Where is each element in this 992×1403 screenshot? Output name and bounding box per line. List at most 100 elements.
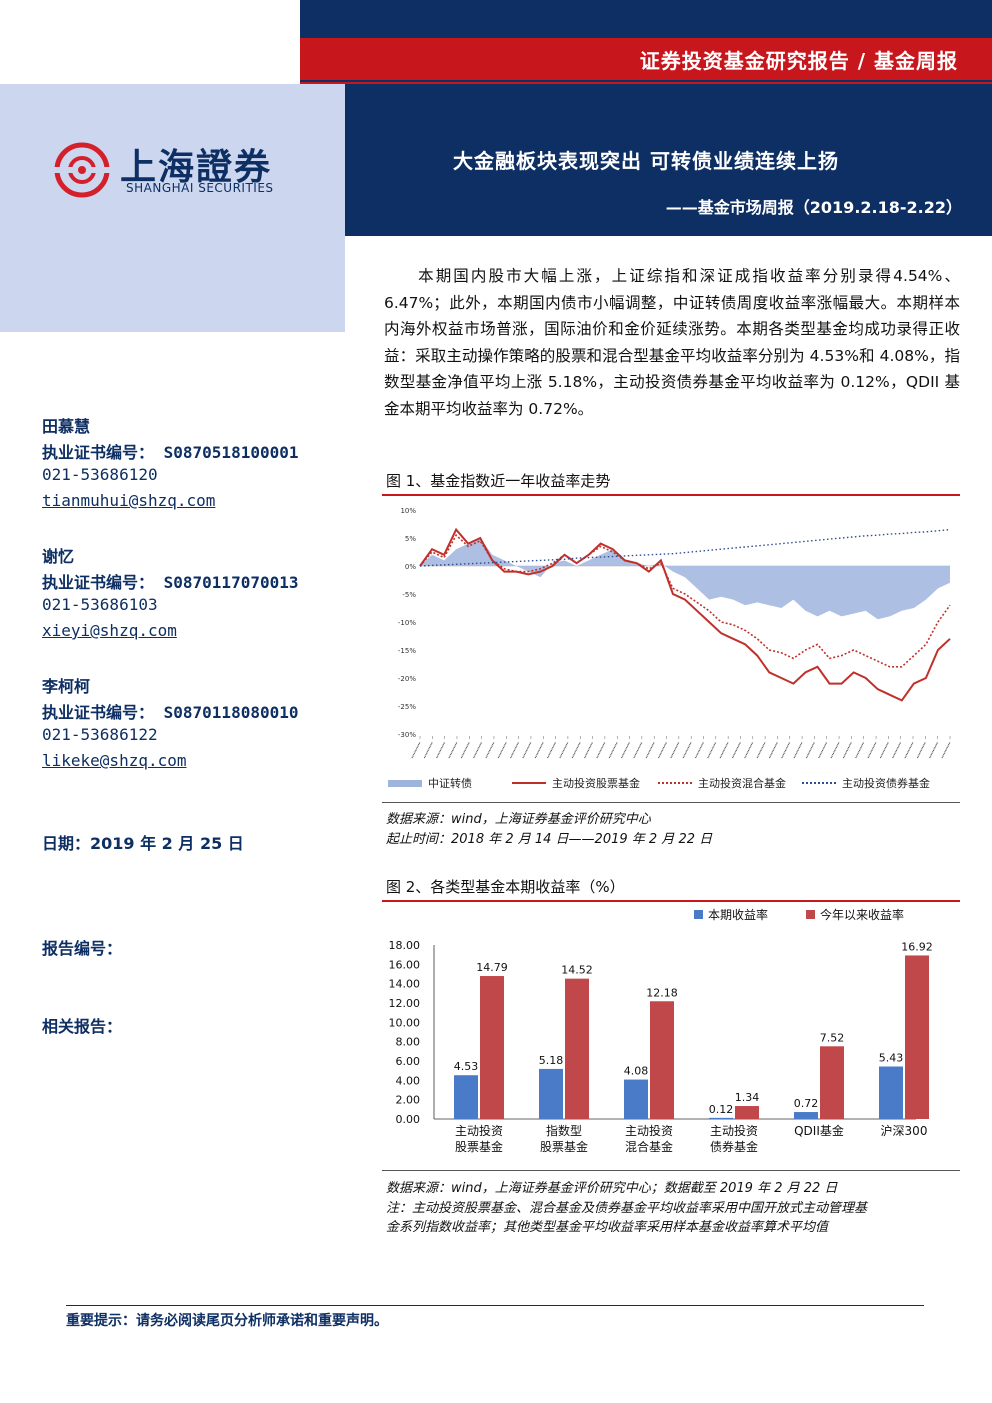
category-label: 主动投资 [455, 1123, 503, 1138]
data-label-ytd: 7.52 [820, 1031, 845, 1044]
x-tick-label-mark [842, 741, 852, 759]
figure2-bottom-rule [382, 1170, 960, 1171]
x-tick-label-mark [547, 741, 557, 759]
legend-label: 主动投资股票基金 [552, 776, 640, 790]
related-reports-label: 相关报告： [42, 1017, 123, 1036]
y-tick-label: -30% [398, 731, 416, 739]
series-area-csi-convertible [420, 538, 950, 620]
y-tick-label: 14.00 [389, 978, 421, 991]
category-label: QDII基金 [794, 1123, 844, 1138]
x-tick-label-mark [608, 741, 618, 759]
bar-ytd [650, 1001, 674, 1119]
author-name: 李柯柯 [42, 677, 91, 696]
bar-ytd [480, 976, 504, 1119]
summary-paragraph: 本期国内股市大幅上涨，上证综指和深证成指收益率分别录得4.54%、6.47%；此… [384, 263, 960, 422]
author-phone: 021-53686103 [42, 595, 158, 614]
author-email[interactable]: xieyi@shzq.com [42, 621, 177, 640]
bar-ytd [565, 978, 589, 1119]
bar-current [794, 1112, 818, 1119]
data-label-current: 0.12 [709, 1103, 734, 1116]
x-tick-label-mark [756, 741, 766, 759]
x-tick-label-mark [867, 741, 877, 759]
legend-label-current: 本期收益率 [708, 907, 768, 922]
bar-current [454, 1075, 478, 1119]
logo-icon [52, 142, 112, 198]
report-title: 大金融板块表现突出 可转债业绩连续上扬 [453, 149, 839, 173]
category-label: 股票基金 [540, 1139, 588, 1154]
x-tick-label-mark [830, 741, 840, 759]
report-number-label: 报告编号： [42, 939, 123, 958]
figure2-note-line2: 金系列指数收益率；其他类型基金平均收益率采用样本基金收益率算术平均值 [386, 1220, 829, 1235]
figure1-top-rule [382, 494, 960, 496]
data-label-current: 4.53 [454, 1060, 479, 1073]
x-tick-label-mark [707, 741, 717, 759]
series-line-equity [419, 527, 951, 702]
summary-text: 本期国内股市大幅上涨，上证综指和深证成指收益率分别录得4.54%、6.47%；此… [384, 267, 960, 418]
category-label: 沪深300 [881, 1124, 928, 1138]
x-tick-label-mark [731, 741, 742, 759]
figure2-caption: 图 2、各类型基金本期收益率（%） [386, 878, 625, 896]
x-tick-label-mark [571, 741, 581, 759]
y-tick-label: 8.00 [396, 1036, 421, 1049]
figure1-caption: 图 1、基金指数近一年收益率走势 [386, 472, 611, 490]
author-email[interactable]: likeke@shzq.com [42, 751, 187, 770]
author-email[interactable]: tianmuhui@shzq.com [42, 491, 216, 510]
figure2-bar-chart: 0.00 2.00 4.00 6.00 8.00 10.00 12.00 14.00 16.00… [389, 907, 933, 1154]
y-tick-label: 10% [400, 507, 416, 515]
x-tick-label-mark [485, 741, 495, 759]
x-tick-label-mark [916, 741, 926, 759]
y-tick-label: -25% [398, 703, 416, 711]
x-tick-label-mark [904, 741, 914, 759]
category-label: 混合基金 [625, 1139, 673, 1154]
report-series: 证券投资基金研究报告 / 基金周报 [639, 49, 958, 73]
data-label-current: 5.18 [539, 1054, 564, 1067]
x-tick-label-mark [719, 741, 729, 759]
x-tick-label-mark [818, 741, 828, 759]
x-tick-label-mark [645, 741, 655, 759]
x-tick-label-mark [411, 741, 421, 759]
data-label-ytd: 14.52 [561, 964, 593, 977]
x-tick-label-mark [423, 741, 433, 759]
x-tick-label-mark [534, 741, 544, 759]
x-tick-label-mark [510, 741, 520, 759]
author-phone: 021-53686122 [42, 725, 158, 744]
category-label: 债券基金 [710, 1139, 758, 1154]
x-tick-label-mark [941, 741, 951, 759]
x-tick-label-mark [892, 741, 902, 759]
header-red-strip [300, 38, 992, 80]
x-tick-label-mark [805, 741, 815, 759]
report-subtitle: ——基金市场周报（2019.2.18-2.22） [665, 198, 962, 217]
author-block-1: 田慕慧 执业证书编号： S0870518100001 021-53686120 … [42, 413, 299, 510]
bar-current [709, 1117, 733, 1119]
data-label-ytd: 14.79 [476, 961, 508, 974]
author-name: 田慕慧 [42, 417, 91, 436]
x-tick-label-mark [879, 741, 889, 759]
legend-swatch-ytd [806, 910, 815, 919]
x-tick-label-mark [620, 741, 631, 759]
y-tick-label: 0.00 [396, 1113, 421, 1126]
y-tick-label: -5% [402, 591, 416, 599]
y-tick-label: 0% [405, 563, 416, 571]
x-tick-label-mark [436, 741, 446, 759]
x-tick-label-mark [559, 741, 569, 759]
x-tick-label-mark [522, 741, 532, 759]
logo-text-cn: 上海證券 [120, 146, 273, 188]
left-header-band [0, 84, 345, 332]
bar-current [879, 1066, 903, 1119]
y-tick-label: -20% [398, 675, 416, 683]
figure1-bottom-rule [382, 802, 960, 803]
figure1-source: 数据来源：wind，上海证券基金评价研究中心 [386, 812, 651, 827]
bar-current [624, 1079, 648, 1119]
x-tick-label-mark [855, 741, 865, 759]
y-tick-label: 5% [405, 535, 416, 543]
data-label-current: 4.08 [624, 1065, 649, 1078]
category-label: 股票基金 [455, 1139, 503, 1154]
x-tick-label-mark [793, 741, 803, 759]
bar-current [539, 1068, 563, 1119]
data-label-current: 0.72 [794, 1097, 819, 1110]
legend-label-ytd: 今年以来收益率 [820, 907, 904, 922]
bar-ytd [820, 1046, 844, 1119]
category-label: 主动投资 [625, 1123, 673, 1138]
author-phone: 021-53686120 [42, 465, 158, 484]
author-cert: 执业证书编号： S0870518100001 [42, 443, 299, 462]
